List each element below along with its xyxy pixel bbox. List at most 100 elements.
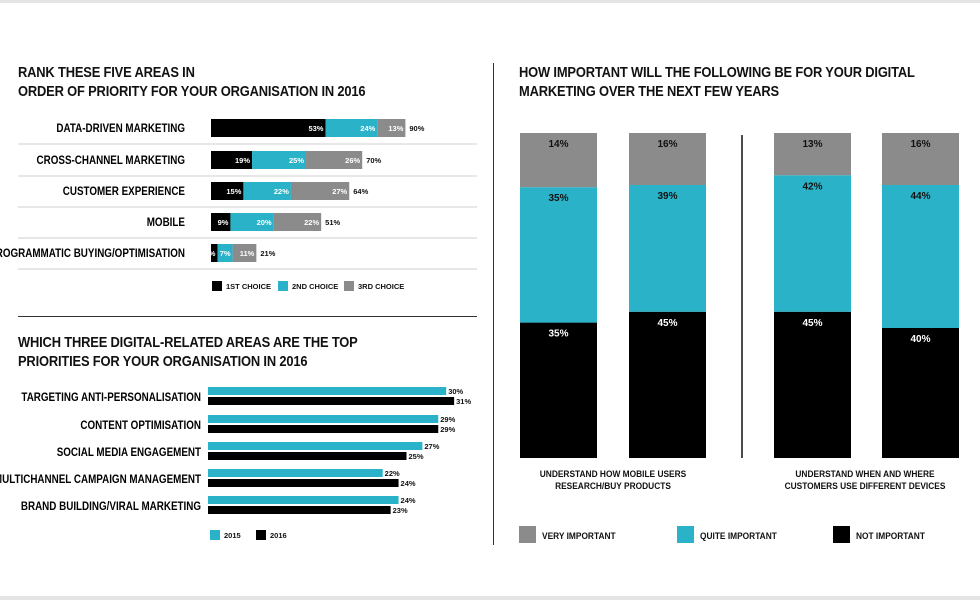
bar-label-2nd-choice-customer-experience: 22%: [274, 187, 289, 196]
column-2-very-label: 16%: [657, 139, 677, 150]
column-3-very-important: [774, 133, 851, 176]
legend-label-2nd-choice: 2ND CHOICE: [292, 282, 338, 291]
bar-2nd-choice-customer-experience: [243, 182, 291, 200]
total-label-data-driven-marketing: 90%: [409, 124, 424, 133]
column-3-quite-label: 42%: [802, 181, 822, 192]
bottom-border: [0, 596, 980, 600]
category-label-multichannel-campaign-management: MULTICHANNEL CAMPAIGN MANAGEMENT: [0, 473, 201, 486]
bar-2016-content-optimisation: [208, 425, 439, 433]
category-label-social-media-engagement: SOCIAL MEDIA ENGAGEMENT: [57, 446, 202, 459]
vertical-divider: [493, 63, 494, 545]
category-label-data-driven-marketing: DATA-DRIVEN MARKETING: [56, 122, 185, 135]
bar-1st-choice-mobile: [211, 213, 231, 231]
bar-label-2nd-choice-programmatic-buying-optimisation: 7%: [220, 249, 231, 258]
total-label-cross-channel-marketing: 70%: [366, 156, 381, 165]
bar-3rd-choice-cross-channel-marketing: [306, 151, 363, 169]
chart3-title: HOW IMPORTANT WILL THE FOLLOWING BE FOR …: [519, 63, 915, 101]
legend-swatch-2015: [210, 530, 220, 540]
category-label-programmatic-buying-optimisation: PROGRAMMATIC BUYING/OPTIMISATION: [0, 247, 185, 260]
column-2-very-important: [629, 133, 706, 185]
bar-label-2016-content-optimisation: 29%: [440, 425, 455, 434]
category-label-content-optimisation: CONTENT OPTIMISATION: [80, 419, 201, 432]
column-3-quite-important: [774, 175, 851, 312]
bar-2nd-choice-cross-channel-marketing: [252, 151, 307, 169]
group-label-2-line-1: UNDERSTAND WHEN AND WHERE: [795, 469, 934, 480]
bar-1st-choice-programmatic-buying-optimisation: [211, 244, 218, 262]
column-3-very-label: 13%: [802, 139, 822, 150]
bar-2nd-choice-data-driven-marketing: [325, 119, 378, 137]
bar-label-1st-choice-customer-experience: 15%: [226, 187, 241, 196]
column-4-not-important: [882, 328, 959, 458]
bar-2015-brand-building-viral-marketing: [208, 496, 399, 504]
bar-label-1st-choice-programmatic-buying-optimisation: 3%: [205, 249, 216, 258]
bar-2016-multichannel-campaign-management: [208, 479, 399, 487]
bar-2016-targeting-anti-personalisation: [208, 397, 455, 405]
bar-label-1st-choice-cross-channel-marketing: 19%: [235, 156, 250, 165]
column-1-not-label: 35%: [548, 329, 568, 340]
bar-label-2015-brand-building-viral-marketing: 24%: [401, 496, 416, 505]
group-label-1-line-2: RESEARCH/BUY PRODUCTS: [555, 481, 671, 492]
legend-label-not-important: NOT IMPORTANT: [856, 531, 925, 542]
bar-1st-choice-data-driven-marketing: [211, 119, 326, 137]
legend-swatch-2nd-choice: [278, 281, 288, 291]
legend-label-quite-important: QUITE IMPORTANT: [700, 531, 777, 542]
column-1-not-important: [520, 322, 597, 458]
chart2-title-line-1: WHICH THREE DIGITAL-RELATED AREAS ARE TH…: [18, 334, 358, 351]
column-2-quite-label: 39%: [657, 191, 677, 202]
legend-swatch-2016: [256, 530, 266, 540]
category-label-customer-experience: CUSTOMER EXPERIENCE: [63, 185, 185, 198]
total-label-customer-experience: 64%: [353, 187, 368, 196]
bar-label-3rd-choice-data-driven-marketing: 13%: [388, 124, 403, 133]
bar-1st-choice-customer-experience: [211, 182, 244, 200]
legend-swatch-3rd-choice: [344, 281, 354, 291]
bar-label-2nd-choice-mobile: 20%: [257, 218, 272, 227]
legend-swatch-1st-choice: [212, 281, 222, 291]
bar-3rd-choice-data-driven-marketing: [377, 119, 406, 137]
bar-label-1st-choice-data-driven-marketing: 53%: [308, 124, 323, 133]
bar-label-2016-multichannel-campaign-management: 24%: [401, 479, 416, 488]
column-4-not-label: 40%: [910, 334, 930, 345]
column-1-quite-important: [520, 187, 597, 323]
bar-2nd-choice-mobile: [230, 213, 274, 231]
bar-label-3rd-choice-programmatic-buying-optimisation: 11%: [240, 249, 255, 258]
section-divider: [18, 316, 477, 317]
top-border: [0, 0, 980, 3]
column-2-not-label: 45%: [657, 318, 677, 329]
bar-label-2016-social-media-engagement: 25%: [409, 452, 424, 461]
chart1-title-line-1: RANK THESE FIVE AREAS IN: [18, 64, 195, 81]
bar-2015-content-optimisation: [208, 415, 439, 423]
chart2-title-line-2: PRIORITIES FOR YOUR ORGANISATION IN 2016: [18, 353, 308, 370]
legend-swatch-not-important: [833, 526, 850, 543]
bar-label-2015-targeting-anti-personalisation: 30%: [448, 387, 463, 396]
column-4-quite-label: 44%: [910, 191, 930, 202]
bar-2015-social-media-engagement: [208, 442, 423, 450]
legend-label-very-important: VERY IMPORTANT: [542, 531, 616, 542]
category-label-brand-building-viral-marketing: BRAND BUILDING/VIRAL MARKETING: [21, 500, 201, 513]
bar-3rd-choice-programmatic-buying-optimisation: [232, 244, 257, 262]
bar-label-2016-targeting-anti-personalisation: 31%: [456, 397, 471, 406]
column-2-quite-important: [629, 185, 706, 312]
bar-3rd-choice-customer-experience: [290, 182, 350, 200]
total-label-mobile: 51%: [325, 218, 340, 227]
chart1-title: RANK THESE FIVE AREAS IN ORDER OF PRIORI…: [18, 63, 366, 101]
chart2-title: WHICH THREE DIGITAL-RELATED AREAS ARE TH…: [18, 333, 358, 371]
legend-swatch-very-important: [519, 526, 536, 543]
legend-swatch-quite-important: [677, 526, 694, 543]
category-label-cross-channel-marketing: CROSS-CHANNEL MARKETING: [37, 154, 185, 167]
bar-label-3rd-choice-customer-experience: 27%: [332, 187, 347, 196]
bar-2nd-choice-programmatic-buying-optimisation: [217, 244, 233, 262]
group-label-2-line-2: CUSTOMERS USE DIFFERENT DEVICES: [785, 481, 946, 492]
priority-ranking-chart: DATA-DRIVEN MARKETING 53% 24% 13% 90% CROSS-C…: [0, 119, 477, 291]
bar-label-2015-content-optimisation: 29%: [440, 415, 455, 424]
bar-label-2015-social-media-engagement: 27%: [424, 442, 439, 451]
column-4-very-important: [882, 133, 959, 185]
bar-2016-social-media-engagement: [208, 452, 407, 460]
bar-label-3rd-choice-cross-channel-marketing: 26%: [345, 156, 360, 165]
bar-label-2016-brand-building-viral-marketing: 23%: [393, 506, 408, 515]
bar-label-2nd-choice-data-driven-marketing: 24%: [360, 124, 375, 133]
group-label-1-line-1: UNDERSTAND HOW MOBILE USERS: [540, 469, 686, 480]
bar-label-1st-choice-mobile: 9%: [218, 218, 229, 227]
bar-2016-brand-building-viral-marketing: [208, 506, 391, 514]
bar-2015-multichannel-campaign-management: [208, 469, 383, 477]
legend-label-2016: 2016: [270, 531, 287, 540]
